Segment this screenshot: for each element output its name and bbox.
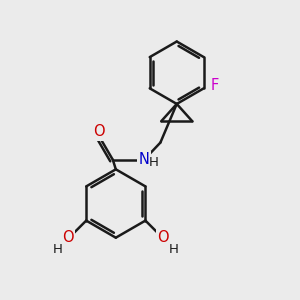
Text: O: O (158, 230, 169, 245)
Text: O: O (93, 124, 105, 140)
Text: H: H (53, 243, 63, 256)
Text: H: H (169, 243, 179, 256)
Text: F: F (211, 78, 219, 93)
Text: O: O (63, 230, 74, 245)
Text: N: N (139, 152, 149, 167)
Text: H: H (148, 156, 158, 169)
